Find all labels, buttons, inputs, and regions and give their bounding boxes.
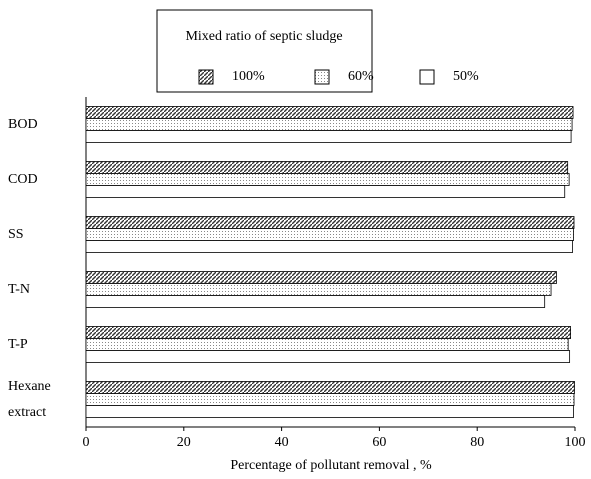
y-tick-label: SS (8, 226, 24, 242)
y-tick-label: Hexane extract (8, 378, 51, 420)
bar (85, 405, 574, 418)
legend-label: 60% (348, 69, 374, 84)
legend-box (156, 9, 373, 93)
legend-swatch (198, 69, 214, 85)
x-tick-label: 0 (83, 435, 90, 450)
bar (85, 338, 569, 351)
bar (85, 173, 570, 186)
legend-label: 100% (232, 69, 265, 84)
y-tick-label: T-N (8, 281, 31, 297)
x-tick-label: 80 (470, 435, 484, 450)
legend-label: 50% (453, 69, 479, 84)
bar (85, 393, 575, 406)
legend-swatch (419, 69, 435, 85)
legend-title: Mixed ratio of septic sludge (185, 29, 342, 44)
y-tick-label: COD (8, 171, 38, 187)
bar (85, 350, 571, 363)
y-tick-label: T-P (8, 336, 28, 352)
legend-swatch (314, 69, 330, 85)
x-tick-label: 100 (565, 435, 586, 450)
x-axis-label: Percentage of pollutant removal , % (230, 458, 432, 473)
bar (85, 130, 572, 143)
x-tick-label: 20 (177, 435, 191, 450)
bar (85, 228, 574, 241)
bar (85, 295, 546, 308)
bar (85, 216, 575, 229)
bar (85, 240, 573, 253)
bar (85, 185, 566, 198)
bar (85, 283, 552, 296)
bar (85, 106, 574, 119)
x-tick-label: 60 (372, 435, 386, 450)
bar (85, 161, 569, 174)
x-tick-label: 40 (275, 435, 289, 450)
y-tick-label: BOD (8, 116, 38, 132)
bar (85, 271, 557, 284)
bar (85, 118, 573, 131)
bar (85, 326, 571, 339)
bar (85, 381, 575, 394)
